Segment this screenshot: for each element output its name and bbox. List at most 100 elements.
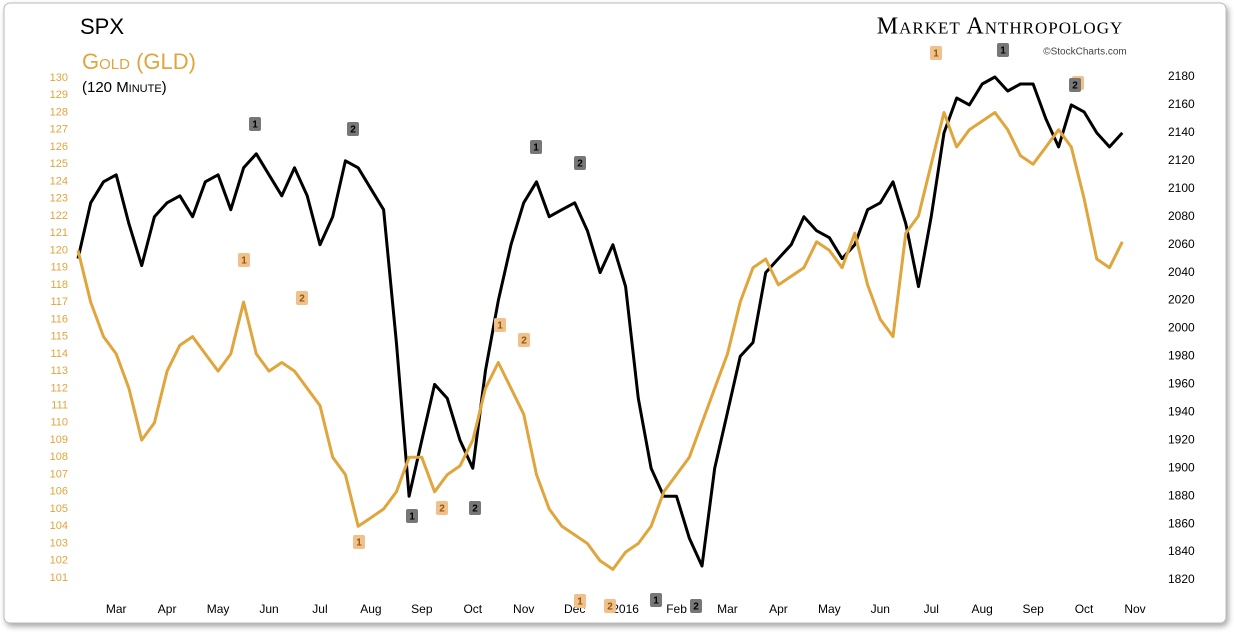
x-tick-label: Apr: [769, 602, 788, 616]
y-tick-label: 118: [50, 279, 68, 291]
chart-subtitle: Gold (GLD): [82, 49, 196, 74]
y-tick-label: 126: [50, 141, 68, 153]
y2-tick-label: 1900: [1168, 460, 1195, 474]
y-tick-label: 105: [50, 503, 68, 515]
y-tick-label: 122: [50, 210, 68, 222]
annotation-badge: [518, 333, 530, 347]
annotation-badge: [574, 156, 586, 170]
y-tick-label: 121: [50, 227, 68, 239]
x-tick-label: Aug: [360, 602, 381, 616]
x-tick-label: Apr: [158, 602, 177, 616]
x-tick-label: 2016: [612, 602, 639, 616]
annotation: 2: [350, 125, 356, 136]
y-tick-label: 125: [50, 158, 68, 170]
annotation: 1: [241, 256, 247, 267]
y-tick-label: 116: [50, 313, 68, 325]
x-tick-label: Oct: [1075, 602, 1094, 616]
x-tick-label: Aug: [972, 602, 993, 616]
x-tick-label: Mar: [717, 602, 738, 616]
annotation-badge: [436, 501, 448, 515]
y2-tick-label: 2000: [1168, 321, 1195, 335]
annotation-badge: [530, 140, 542, 154]
y2-tick-label: 2100: [1168, 181, 1195, 195]
y-tick-label: 107: [50, 468, 68, 480]
annotation: 1: [533, 143, 539, 154]
annotation: 2: [1072, 81, 1078, 92]
y2-tick-label: 2060: [1168, 237, 1195, 251]
x-tick-label: Nov: [1124, 602, 1145, 616]
x-tick-label: Jul: [312, 602, 327, 616]
annotation-badge: [930, 46, 942, 60]
annotation-badge: [690, 599, 702, 613]
x-tick-label: Feb: [666, 602, 687, 616]
x-tick-label: Nov: [513, 602, 534, 616]
y2-tick-label: 1860: [1168, 516, 1195, 530]
annotation-badge: [604, 599, 616, 613]
y-tick-label: 113: [50, 365, 68, 377]
chart-title: SPX: [80, 14, 124, 39]
y2-tick-label: 2040: [1168, 265, 1195, 279]
y2-tick-label: 2180: [1168, 69, 1195, 83]
annotation-badge: [469, 501, 481, 515]
annotation: 1: [1000, 46, 1006, 57]
annotation: 1: [933, 49, 939, 60]
y-tick-label: 129: [50, 89, 68, 101]
y-tick-label: 112: [50, 382, 68, 394]
y-tick-label: 119: [50, 262, 68, 274]
annotation: 1: [497, 321, 503, 332]
chart-frame: [3, 2, 1227, 624]
y-tick-label: 117: [50, 296, 68, 308]
x-tick-label: Sep: [411, 602, 433, 616]
annotation-badge: [353, 535, 365, 549]
y-tick-label: 109: [50, 434, 68, 446]
y-tick-label: 123: [50, 193, 68, 205]
x-tick-label: Sep: [1022, 602, 1044, 616]
annotation: 1: [577, 597, 583, 608]
annotation-badge: [650, 593, 662, 607]
y-tick-label: 104: [50, 520, 68, 532]
annotation-badge: [997, 43, 1009, 57]
x-tick-label: May: [207, 602, 230, 616]
y-tick-label: 103: [50, 537, 68, 549]
annotation: 2: [693, 602, 699, 613]
x-tick-label: May: [818, 602, 841, 616]
y-tick-label: 120: [50, 244, 68, 256]
annotation: 2: [577, 159, 583, 170]
y-tick-label: 127: [50, 124, 68, 136]
y2-tick-label: 2160: [1168, 97, 1195, 111]
annotation: 1: [653, 596, 659, 607]
y-tick-label: 110: [50, 417, 68, 429]
y-tick-label: 115: [50, 331, 68, 343]
annotation-badge: [347, 122, 359, 136]
annotation-badge: [249, 117, 261, 131]
annotation: 2: [607, 602, 613, 613]
annotation-badge: [406, 509, 418, 523]
annotation: 2: [439, 504, 445, 515]
annotation: 1: [356, 538, 362, 549]
annotation-badge: [296, 291, 308, 305]
annotation: 1: [409, 512, 415, 523]
x-tick-label: Jun: [259, 602, 278, 616]
y2-tick-label: 1980: [1168, 349, 1195, 363]
y2-tick-label: 1920: [1168, 432, 1195, 446]
brand: Market Anthropology: [877, 14, 1124, 40]
y-tick-label: 106: [50, 486, 68, 498]
y2-tick-label: 1820: [1168, 572, 1195, 586]
series-line: [76, 111, 1124, 571]
y2-tick-label: 2020: [1168, 293, 1195, 307]
source: ©StockCharts.com: [1043, 47, 1127, 58]
annotation-badge: [574, 594, 586, 608]
y-tick-label: 130: [50, 72, 68, 84]
y-tick-label: 111: [51, 399, 68, 411]
y-tick-label: 128: [50, 106, 68, 118]
y2-tick-label: 1960: [1168, 377, 1195, 391]
y2-tick-label: 1880: [1168, 488, 1195, 502]
y2-tick-label: 2140: [1168, 125, 1195, 139]
y2-tick-label: 1940: [1168, 405, 1195, 419]
y-tick-label: 124: [50, 175, 68, 187]
annotation: 2: [472, 504, 478, 515]
y-tick-label: 108: [50, 451, 68, 463]
annotation: 2: [521, 336, 527, 347]
